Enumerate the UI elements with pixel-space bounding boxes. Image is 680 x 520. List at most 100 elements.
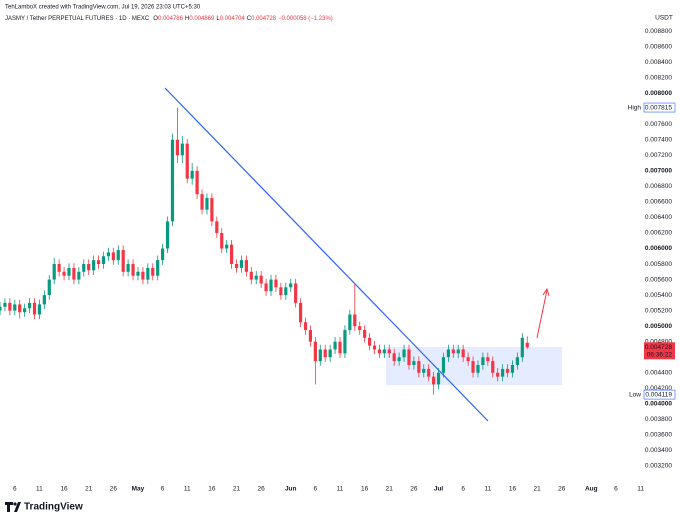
- candle-body: [269, 279, 273, 292]
- candle-body: [259, 275, 263, 284]
- candle-body: [239, 260, 244, 268]
- candle-body: [289, 283, 293, 288]
- candle-body: [111, 252, 115, 261]
- candle-body: [141, 271, 145, 280]
- candle-body: [47, 279, 51, 296]
- candle-body: [441, 357, 446, 373]
- candle-body: [308, 330, 313, 342]
- candle-body: [57, 264, 61, 272]
- candle-body: [234, 264, 239, 268]
- candle-body: [298, 302, 303, 323]
- x-tick-label: Jun: [285, 486, 297, 493]
- x-tick-label: 16: [208, 486, 216, 493]
- candle-body: [510, 365, 515, 373]
- candle-body: [244, 260, 248, 272]
- y-tick-label: 0.007000: [645, 168, 672, 175]
- marker-value: 0.007815: [645, 104, 672, 111]
- y-tick-label: 0.006800: [645, 183, 672, 190]
- x-tick-label: May: [132, 486, 145, 493]
- candle-body: [505, 368, 510, 373]
- candle-body: [486, 357, 490, 362]
- ohlc-value: 0.004704: [220, 16, 246, 22]
- candle-body: [466, 357, 470, 362]
- candle-body: [456, 349, 460, 354]
- candle-body: [377, 349, 382, 354]
- y-tick-label: 0.003400: [645, 447, 672, 454]
- candle-body: [42, 295, 46, 305]
- y-tick-label: 0.004800: [645, 338, 672, 345]
- brand-name: TradingView: [24, 502, 83, 513]
- candle-body: [294, 283, 298, 303]
- price-scale: [618, 24, 680, 486]
- candle-body: [170, 139, 175, 222]
- x-tick-label: 21: [533, 486, 541, 493]
- candle-body: [476, 365, 480, 373]
- candle-body: [496, 372, 500, 377]
- last-price: 0.004728: [645, 344, 672, 351]
- candle-body: [279, 287, 283, 296]
- candle-body: [436, 372, 441, 385]
- candle-body: [274, 279, 278, 288]
- y-tick-label: 0.008000: [645, 90, 672, 97]
- candle-body: [27, 302, 32, 309]
- x-tick-label: 11: [184, 486, 191, 493]
- candle-body: [432, 376, 436, 385]
- ohlc-label: H: [185, 16, 189, 22]
- candle-body: [67, 267, 71, 276]
- marker-tag: [643, 102, 676, 113]
- candle-body: [165, 221, 170, 249]
- candle-body: [156, 260, 160, 276]
- candles: [0, 107, 529, 395]
- y-tick-label: 0.006000: [645, 245, 672, 252]
- candle-body: [18, 304, 22, 313]
- candle-body: [303, 322, 308, 331]
- x-tick-label: 26: [258, 486, 266, 493]
- candle-body: [205, 198, 209, 210]
- candle-body: [210, 198, 214, 222]
- candle-body: [131, 264, 135, 276]
- ohlc-value: 0.004786: [158, 16, 184, 22]
- candle-body: [23, 308, 27, 313]
- candle-body: [264, 283, 268, 292]
- candle-body: [215, 221, 219, 233]
- candle-body: [62, 271, 66, 276]
- candle-body: [249, 271, 253, 280]
- currency: USDT: [655, 15, 673, 22]
- candle-body: [200, 194, 204, 210]
- candle-body: [161, 248, 165, 261]
- candle-body: [501, 368, 505, 377]
- candle-body: [372, 345, 377, 350]
- ohlc-value: 0.004728: [251, 16, 277, 22]
- marker-label: High: [628, 104, 642, 111]
- candle-body: [284, 287, 288, 296]
- y-tick-label: 0.008200: [645, 74, 672, 81]
- x-tick-label: 6: [614, 486, 618, 493]
- y-tick-label: 0.006600: [645, 199, 672, 206]
- last-price-tag: [644, 342, 675, 360]
- candle-body: [254, 275, 258, 280]
- x-tick-label: 6: [314, 486, 318, 493]
- candle-body: [92, 260, 96, 271]
- logo-dot: [13, 502, 17, 506]
- x-tick-label: 11: [36, 486, 43, 493]
- candle-body: [313, 341, 317, 362]
- x-tick-label: 6: [461, 486, 465, 493]
- candle-body: [412, 361, 416, 365]
- y-tick-label: 0.003600: [645, 432, 672, 439]
- candle-body: [3, 302, 7, 307]
- marker-value: 0.004119: [645, 391, 672, 398]
- candle-body: [333, 341, 337, 350]
- candle-body: [417, 361, 421, 373]
- y-tick-label: 0.007600: [645, 121, 672, 128]
- change: −0.000058 (−1.23%): [278, 16, 333, 22]
- trend-line: [164, 87, 489, 422]
- candle-body: [402, 349, 406, 358]
- candle-body: [367, 337, 372, 346]
- candle-body: [397, 357, 401, 362]
- countdown: 06:36:22: [647, 352, 673, 359]
- candle-body: [87, 264, 91, 271]
- candle-body: [121, 250, 125, 272]
- candle-body: [358, 326, 362, 331]
- candle-body: [451, 349, 455, 354]
